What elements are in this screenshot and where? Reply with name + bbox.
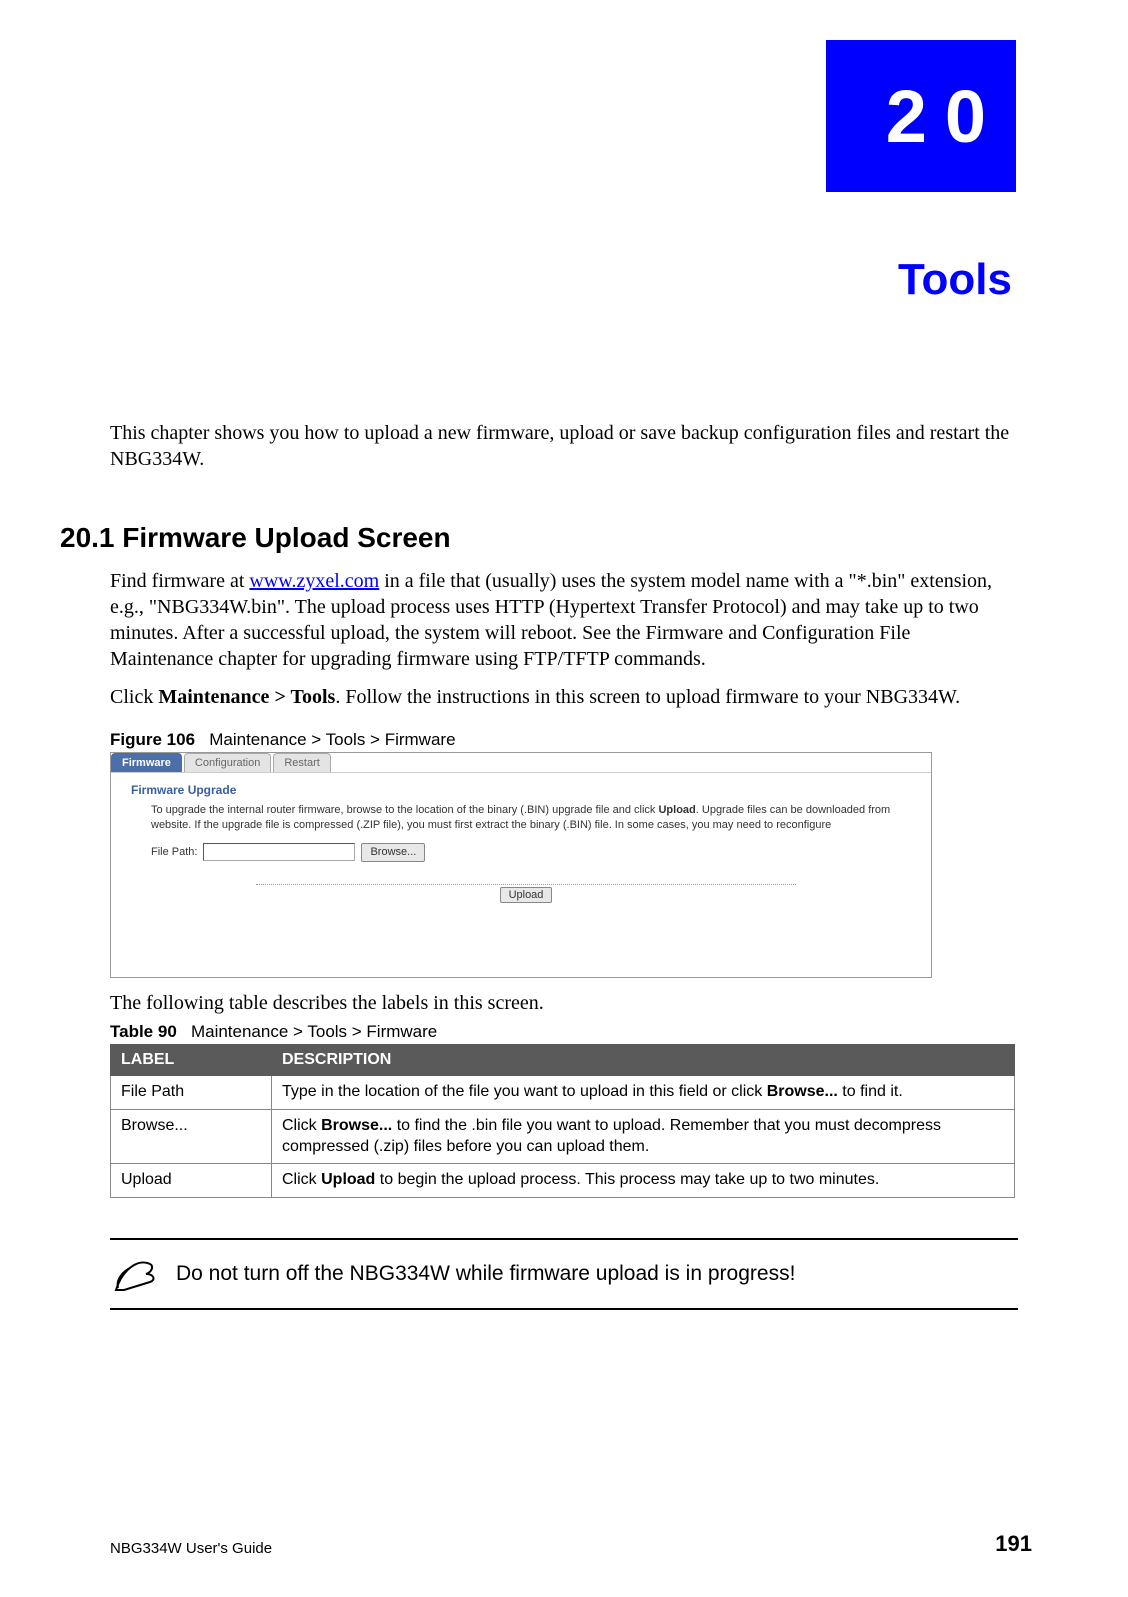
note-text: Do not turn off the NBG334W while firmwa… [176, 1262, 795, 1286]
text: Type in the location of the file you wan… [282, 1083, 767, 1100]
hand-note-icon [110, 1250, 158, 1298]
upload-bold: Upload [658, 804, 695, 816]
note-block: Do not turn off the NBG334W while firmwa… [110, 1238, 1018, 1310]
row-label: File Path [111, 1076, 272, 1110]
file-path-input[interactable] [203, 843, 355, 861]
zyxel-link[interactable]: www.zyxel.com [249, 570, 379, 592]
menu-path-bold: Maintenance > Tools [158, 686, 335, 708]
screenshot-section-title: Firmware Upgrade [131, 783, 931, 797]
text: Click [110, 686, 158, 708]
note-row: Do not turn off the NBG334W while firmwa… [110, 1240, 1018, 1308]
row-label: Upload [111, 1164, 272, 1198]
browse-button[interactable]: Browse... [361, 843, 425, 862]
table-intro: The following table describes the labels… [110, 990, 1018, 1016]
screenshot-blurb: To upgrade the internal router firmware,… [121, 803, 931, 862]
page: 20 Tools This chapter shows you how to u… [0, 0, 1128, 1597]
chapter-number: 20 [886, 74, 1004, 159]
tab-firmware[interactable]: Firmware [111, 753, 182, 772]
tab-configuration[interactable]: Configuration [184, 753, 271, 772]
tab-restart[interactable]: Restart [273, 753, 330, 772]
table-caption-text: Maintenance > Tools > Firmware [191, 1022, 437, 1041]
table-header-row: LABEL DESCRIPTION [111, 1045, 1015, 1076]
row-label: Browse... [111, 1109, 272, 1164]
chapter-number-box: 20 [826, 40, 1016, 192]
table-row: Upload Click Upload to begin the upload … [111, 1164, 1015, 1198]
intro-paragraph: This chapter shows you how to upload a n… [110, 420, 1018, 472]
file-path-label: File Path: [151, 845, 197, 860]
bold: Browse... [767, 1083, 838, 1100]
footer-page-number: 191 [995, 1531, 1032, 1557]
firmware-screenshot: Firmware Configuration Restart Firmware … [110, 752, 932, 978]
text: to find it. [838, 1083, 903, 1100]
bold: Upload [321, 1171, 375, 1188]
section-paragraph-1: Find firmware at www.zyxel.com in a file… [110, 568, 1018, 672]
col-description: DESCRIPTION [272, 1045, 1015, 1076]
col-label: LABEL [111, 1045, 272, 1076]
screenshot-tabs: Firmware Configuration Restart [111, 753, 931, 773]
row-description: Click Upload to begin the upload process… [272, 1164, 1015, 1198]
text: Find firmware at [110, 570, 249, 592]
table-row: File Path Type in the location of the fi… [111, 1076, 1015, 1110]
note-line-bottom [110, 1308, 1018, 1310]
chapter-title: Tools [898, 255, 1012, 305]
footer-guide: NBG334W User's Guide [110, 1540, 272, 1557]
section-paragraph-2: Click Maintenance > Tools. Follow the in… [110, 684, 1018, 710]
figure-caption: Figure 106 Maintenance > Tools > Firmwar… [110, 730, 1018, 750]
figure-label: Figure 106 [110, 730, 195, 749]
figure-caption-text: Maintenance > Tools > Firmware [209, 730, 455, 749]
text: . Follow the instructions in this screen… [335, 686, 960, 708]
upload-row: Upload [121, 889, 931, 901]
text: To upgrade the internal router firmware,… [151, 804, 658, 816]
file-path-row: File Path: Browse... [151, 843, 907, 862]
table-row: Browse... Click Browse... to find the .b… [111, 1109, 1015, 1164]
divider-dots [256, 884, 796, 885]
row-description: Type in the location of the file you wan… [272, 1076, 1015, 1110]
bold: Browse... [321, 1117, 392, 1134]
page-footer: NBG334W User's Guide 191 [110, 1531, 1032, 1557]
row-description: Click Browse... to find the .bin file yo… [272, 1109, 1015, 1164]
labels-table: LABEL DESCRIPTION File Path Type in the … [110, 1044, 1015, 1198]
text: to begin the upload process. This proces… [375, 1171, 879, 1188]
table-label: Table 90 [110, 1022, 177, 1041]
text: Click [282, 1171, 321, 1188]
upload-button[interactable]: Upload [500, 887, 553, 903]
screenshot-body: Firmware Upgrade To upgrade the internal… [111, 773, 931, 901]
text: Click [282, 1117, 321, 1134]
table-caption: Table 90 Maintenance > Tools > Firmware [110, 1022, 1018, 1042]
section-heading: 20.1 Firmware Upload Screen [60, 522, 1018, 554]
